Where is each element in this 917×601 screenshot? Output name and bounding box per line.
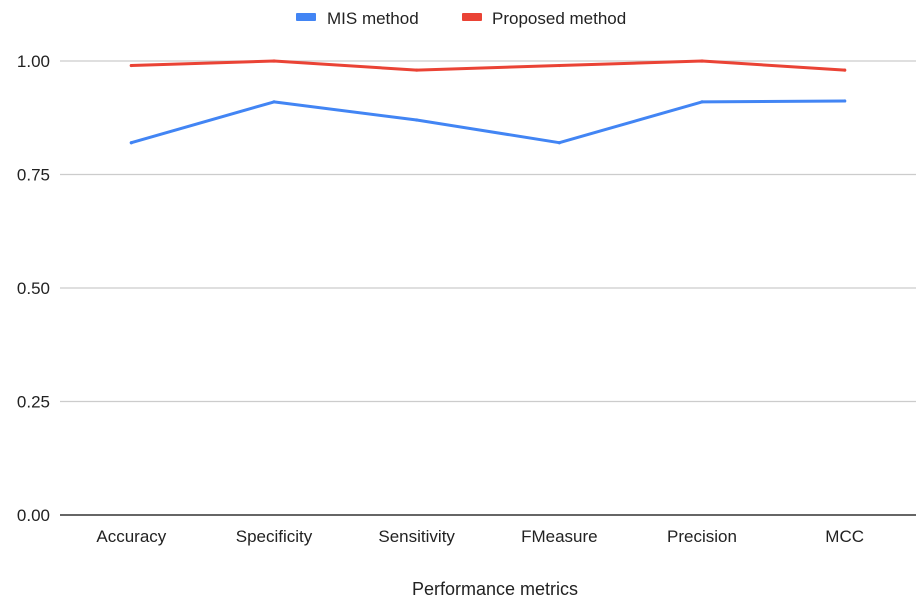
x-tick-label: FMeasure: [521, 527, 598, 546]
y-tick-label: 0.75: [17, 166, 50, 185]
series-line-mis-method: [129, 99, 847, 145]
x-tick-label: Sensitivity: [378, 527, 455, 546]
x-tick-label: Accuracy: [96, 527, 166, 546]
gridlines: [60, 60, 916, 403]
data-point-proposed-method: [843, 68, 847, 72]
data-point-mis-method: [415, 118, 419, 122]
data-point-proposed-method: [415, 68, 419, 72]
data-point-proposed-method: [700, 59, 704, 63]
y-tick-label: 0.50: [17, 279, 50, 298]
y-tick-label: 0.00: [17, 506, 50, 525]
y-tick-label: 0.25: [17, 393, 50, 412]
legend-swatch-mis-method: [296, 13, 316, 21]
legend-swatch-proposed-method: [462, 13, 482, 21]
data-point-mis-method: [700, 100, 704, 104]
data-point-mis-method: [557, 141, 561, 145]
x-axis-title: Performance metrics: [412, 579, 578, 599]
y-axis-tick-labels: 0.00 0.25 0.50 0.75 1.00: [17, 52, 50, 525]
x-axis-tick-labels: Accuracy Specificity Sensitivity FMeasure Pr…: [96, 527, 864, 546]
data-point-mis-method: [129, 141, 133, 145]
legend: MIS method Proposed method: [296, 9, 626, 28]
data-point-proposed-method: [129, 63, 133, 68]
series-lines: [129, 59, 847, 145]
legend-label-proposed-method: Proposed method: [492, 9, 626, 28]
x-tick-label: Specificity: [236, 527, 313, 546]
x-tick-label: Precision: [667, 527, 737, 546]
legend-label-mis-method: MIS method: [327, 9, 419, 28]
x-tick-label: MCC: [825, 527, 864, 546]
y-tick-label: 1.00: [17, 52, 50, 71]
data-point-mis-method: [843, 99, 847, 103]
data-point-proposed-method: [557, 63, 561, 68]
data-point-proposed-method: [272, 59, 276, 63]
series-line-proposed-method: [129, 59, 847, 72]
data-point-mis-method: [272, 100, 276, 104]
